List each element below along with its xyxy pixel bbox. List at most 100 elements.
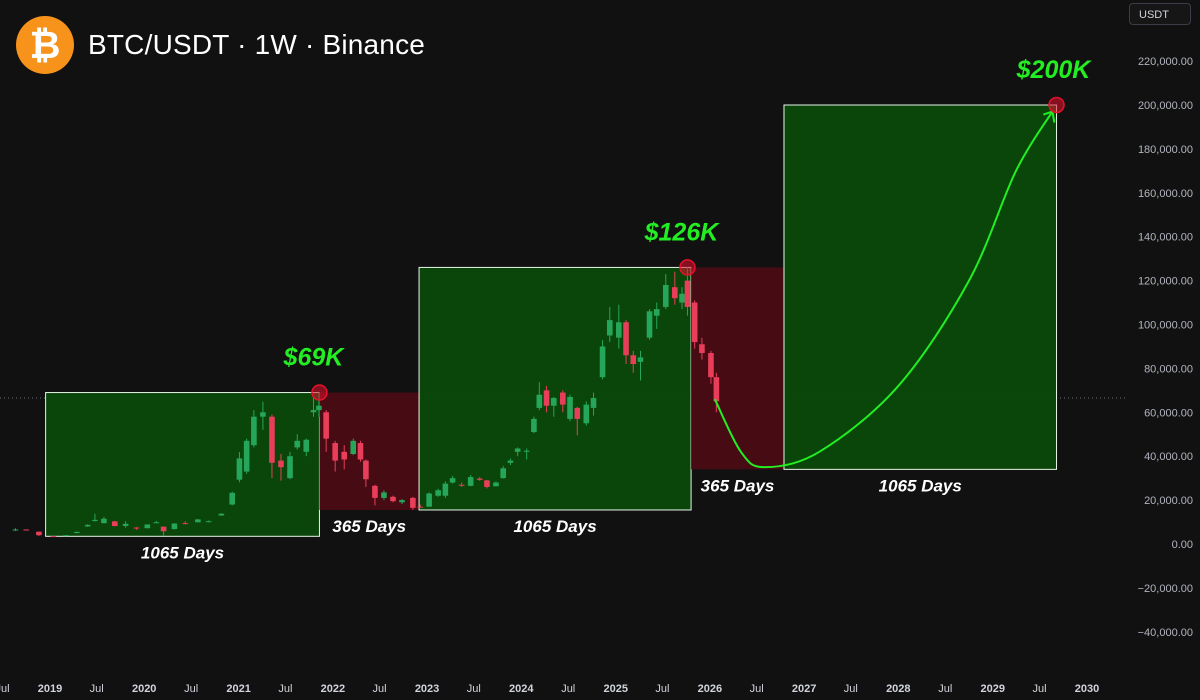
time-tick-label: 2030 xyxy=(1075,683,1099,695)
candle-body xyxy=(269,416,275,463)
peak-marker xyxy=(311,384,328,401)
candle-body xyxy=(195,519,201,523)
candle-body xyxy=(372,485,378,498)
candle-body xyxy=(171,523,178,530)
peak-label: $126K xyxy=(644,218,721,246)
candle-body xyxy=(442,483,449,496)
candle-body xyxy=(332,443,338,461)
candle-body xyxy=(713,377,720,402)
peak-label: $200K xyxy=(1016,56,1093,84)
price-tick-label: 20,000.00 xyxy=(1144,495,1193,507)
candle-body xyxy=(417,506,423,508)
candle-body xyxy=(500,468,506,479)
zone-duration-label: 1065 Days xyxy=(513,517,596,536)
candle-body xyxy=(111,521,118,527)
price-tick-label: −40,000.00 xyxy=(1138,627,1193,639)
candle-body xyxy=(390,496,396,502)
symbol-title: BTC/USDT · 1W · Binance xyxy=(88,29,426,60)
candle-body xyxy=(294,440,301,448)
time-tick-label: 2029 xyxy=(981,683,1005,695)
price-tick-label: 220,000.00 xyxy=(1138,56,1193,68)
price-tick-label: 160,000.00 xyxy=(1138,188,1193,200)
candle-body xyxy=(363,460,369,480)
time-tick-label: 2024 xyxy=(509,683,534,695)
time-axis[interactable]: Jul 2019 Jul 2020 Jul 2021 Jul 2022 Jul 2023 Jul 20… xyxy=(0,683,1099,695)
time-tick-label: Jul xyxy=(655,683,669,695)
price-tick-label: 80,000.00 xyxy=(1144,363,1193,375)
candle-body xyxy=(278,460,284,468)
candle-body xyxy=(92,519,98,521)
candle-body xyxy=(160,526,167,532)
candle-body xyxy=(218,513,225,516)
candle-body xyxy=(435,490,441,496)
bear-zone-3 xyxy=(691,267,784,470)
price-axis[interactable]: −40,000.00 −20,000.00 0.00 20,000.00 40,000.… xyxy=(1138,56,1193,639)
time-tick-label: Jul xyxy=(373,683,387,695)
candle-body xyxy=(399,500,405,503)
candle-body xyxy=(205,521,212,523)
time-tick-label: Jul xyxy=(184,683,198,695)
zone-duration-label: 1065 Days xyxy=(879,476,962,495)
price-tick-label: 120,000.00 xyxy=(1138,276,1193,288)
time-tick-label: Jul xyxy=(1032,683,1046,695)
candle-body xyxy=(426,493,432,507)
peak-marker xyxy=(679,259,696,276)
price-tick-label: 60,000.00 xyxy=(1144,407,1193,419)
candle-body xyxy=(567,396,573,419)
candle-body xyxy=(153,522,160,524)
candle-body xyxy=(316,405,322,411)
candle-body xyxy=(251,416,257,446)
candle-body xyxy=(101,518,107,524)
currency-badge[interactable]: USDT xyxy=(1129,3,1191,25)
candle-body xyxy=(646,311,653,338)
candle-body xyxy=(672,287,678,299)
candle-body xyxy=(531,418,537,433)
candle-body xyxy=(243,440,250,472)
candle-body xyxy=(323,412,329,439)
price-tick-label: 200,000.00 xyxy=(1138,100,1193,112)
candle-body xyxy=(523,450,530,452)
candle-body xyxy=(229,492,236,505)
time-tick-label: 2019 xyxy=(38,683,62,695)
candle-body xyxy=(50,536,57,538)
candle-body xyxy=(74,531,80,534)
candle-body xyxy=(662,284,669,307)
candle-body xyxy=(514,448,521,452)
time-tick-label: 2021 xyxy=(226,683,250,695)
candle-body xyxy=(182,523,189,525)
cycle-zones: 1065 Days 365 Days 1065 Days 365 Days 1065 D… xyxy=(45,104,1058,562)
candle-body xyxy=(653,309,660,316)
price-tick-label: 100,000.00 xyxy=(1138,320,1193,332)
candle-body xyxy=(303,439,310,452)
peak-marker xyxy=(1048,96,1065,114)
bull-zone-2 xyxy=(418,266,692,511)
time-tick-label: 2022 xyxy=(321,683,345,695)
candle-body xyxy=(583,404,590,424)
peak-markers: $69K $126K $200K xyxy=(283,56,1093,401)
time-tick-label: 2027 xyxy=(792,683,816,695)
time-tick-label: Jul xyxy=(938,683,952,695)
candle-body xyxy=(590,398,597,408)
time-tick-label: 2020 xyxy=(132,683,156,695)
candle-body xyxy=(606,320,613,336)
candle-body xyxy=(637,357,644,362)
candle-body xyxy=(23,529,30,531)
candlestick-series xyxy=(12,267,720,538)
candle-body xyxy=(350,440,357,455)
candle-body xyxy=(484,480,490,487)
candle-body xyxy=(679,293,685,303)
candle-body xyxy=(287,456,293,479)
time-tick-label: 2028 xyxy=(886,683,910,695)
candle-body xyxy=(507,460,514,463)
candle-body xyxy=(410,497,416,508)
time-tick-label: Jul xyxy=(90,683,104,695)
candle-body xyxy=(449,478,456,483)
candle-body xyxy=(708,353,714,378)
bull-zone-4 xyxy=(783,104,1058,470)
candle-body xyxy=(84,524,91,527)
candle-body xyxy=(691,302,698,343)
candle-body xyxy=(341,451,348,460)
candle-body xyxy=(467,477,474,486)
price-tick-label: 40,000.00 xyxy=(1144,451,1193,463)
